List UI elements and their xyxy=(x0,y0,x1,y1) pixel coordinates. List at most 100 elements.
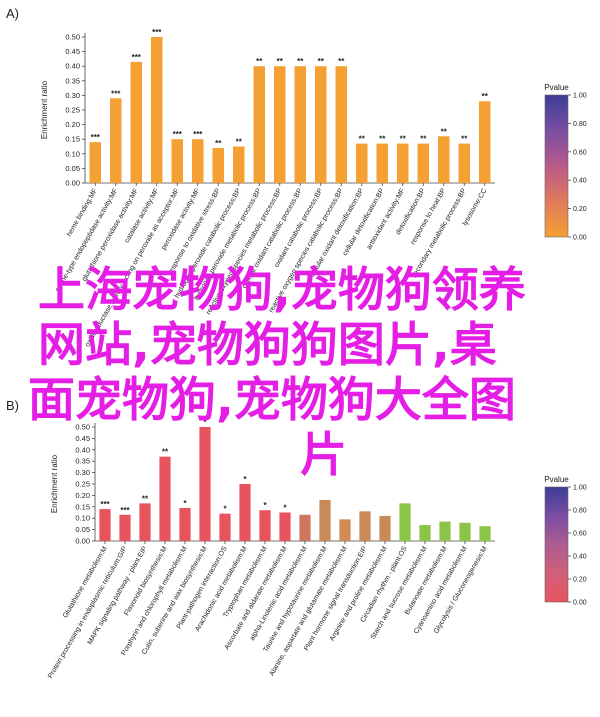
significance-label: * xyxy=(223,505,227,514)
colorbar xyxy=(544,94,569,238)
bar xyxy=(458,143,470,183)
y-tick-label: 0.15 xyxy=(75,502,90,511)
bar xyxy=(319,499,331,541)
significance-label: * xyxy=(203,418,207,427)
y-tick-label: 0.30 xyxy=(65,91,80,100)
significance-label: ** xyxy=(400,135,407,144)
significance-label: ** xyxy=(277,57,284,66)
colorbar-tick-label: 1.00 xyxy=(573,485,587,492)
bar xyxy=(315,66,327,183)
bar xyxy=(233,146,245,183)
bar xyxy=(171,139,183,183)
bar xyxy=(219,513,231,541)
y-tick-label: 0.05 xyxy=(75,525,90,534)
y-axis-label: Enrichment ratio xyxy=(40,80,49,139)
bar xyxy=(239,484,251,541)
bar xyxy=(479,526,491,541)
y-tick-label: 0.10 xyxy=(75,514,90,523)
y-tick-label: 0.50 xyxy=(75,423,90,432)
significance-label: *** xyxy=(91,133,101,142)
bar xyxy=(159,456,171,541)
bar xyxy=(192,139,204,183)
y-tick-label: 0.25 xyxy=(65,106,80,115)
bar xyxy=(89,142,101,183)
significance-label: ** xyxy=(256,57,263,66)
bar xyxy=(139,503,151,541)
bar xyxy=(299,514,311,541)
bar xyxy=(253,66,265,183)
y-tick-label: 0.35 xyxy=(75,457,90,466)
significance-label: ** xyxy=(420,135,427,144)
significance-label: *** xyxy=(111,89,121,98)
panel-label: A) xyxy=(6,6,19,21)
bar xyxy=(279,512,291,541)
x-tick-label: Alanine, aspartate and glutamate metabol… xyxy=(269,545,349,677)
significance-label: *** xyxy=(193,130,203,139)
colorbar-tick-label: 0.40 xyxy=(573,554,587,561)
y-tick-label: 0.45 xyxy=(75,434,90,443)
colorbar-tick-label: 0.20 xyxy=(573,577,587,584)
significance-label: ** xyxy=(441,127,448,136)
significance-label: *** xyxy=(152,28,162,37)
bar xyxy=(356,143,368,183)
bar xyxy=(259,510,271,541)
y-tick-label: 0.40 xyxy=(75,445,90,454)
bar xyxy=(179,507,191,541)
colorbar-tick-label: 0.60 xyxy=(573,149,587,156)
y-tick-label: 0.20 xyxy=(65,120,80,129)
y-tick-label: 0.15 xyxy=(65,135,80,144)
bar xyxy=(397,143,409,183)
significance-label: *** xyxy=(173,130,183,139)
significance-label: *** xyxy=(132,53,142,62)
significance-label: *** xyxy=(120,506,130,515)
significance-label: * xyxy=(183,499,187,508)
colorbar-tick-label: 0.40 xyxy=(573,178,587,185)
overlay-text: 网站,宠物狗狗图片,桌 xyxy=(38,318,497,373)
colorbar-title: Pvalue xyxy=(544,83,569,92)
bar xyxy=(399,503,411,541)
bar xyxy=(110,98,122,183)
y-tick-label: 0.30 xyxy=(75,468,90,477)
bar xyxy=(119,514,131,541)
bar xyxy=(99,509,111,541)
significance-label: ** xyxy=(236,138,243,147)
bar xyxy=(199,427,211,541)
bar xyxy=(417,143,429,183)
x-tick-label: peroxidase activity:MF xyxy=(161,188,202,252)
bar xyxy=(335,66,347,183)
bar xyxy=(359,511,371,541)
significance-label: ** xyxy=(482,92,489,101)
bar xyxy=(439,521,451,541)
y-tick-label: 0.45 xyxy=(65,47,80,56)
colorbar-tick-label: 0.00 xyxy=(573,235,587,242)
x-tick-label: Protein processing in endoplasmic reticu… xyxy=(47,545,129,680)
significance-label: ** xyxy=(461,135,468,144)
colorbar-tick-label: 0.80 xyxy=(573,121,587,128)
colorbar-tick-label: 1.00 xyxy=(573,93,587,100)
bar xyxy=(151,37,163,183)
y-tick-label: 0.20 xyxy=(75,491,90,500)
y-tick-label: 0.50 xyxy=(65,33,80,42)
colorbar xyxy=(544,486,569,603)
colorbar-tick-label: 0.60 xyxy=(573,531,587,538)
bar xyxy=(438,136,450,183)
bar xyxy=(376,143,388,183)
colorbar-title: Pvalue xyxy=(544,475,569,484)
significance-label: ** xyxy=(359,135,366,144)
significance-label: * xyxy=(243,475,247,484)
significance-label: ** xyxy=(297,57,304,66)
y-tick-label: 0.00 xyxy=(65,179,80,188)
bar xyxy=(212,147,224,183)
y-tick-label: 0.35 xyxy=(65,76,80,85)
significance-label: ** xyxy=(318,57,325,66)
bar xyxy=(130,61,142,183)
bar xyxy=(379,515,391,541)
y-tick-label: 0.00 xyxy=(75,537,90,546)
bar xyxy=(419,525,431,541)
bar xyxy=(479,101,491,183)
overlay-text: 片 xyxy=(300,428,347,483)
bar xyxy=(294,66,306,183)
bar xyxy=(459,522,471,541)
bar xyxy=(274,66,286,183)
